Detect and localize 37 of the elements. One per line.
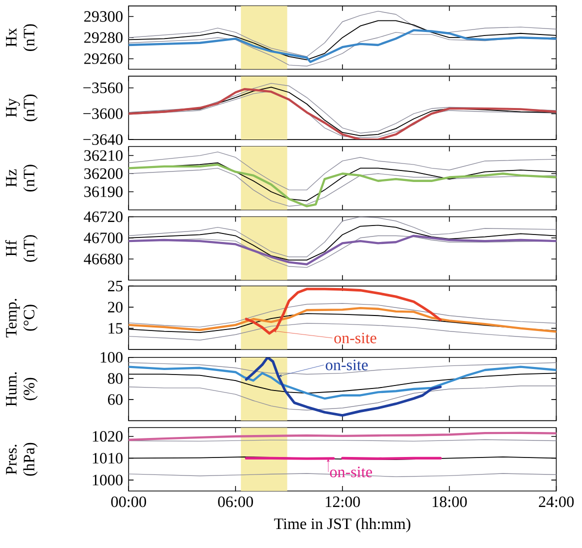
y-axis-title: Temp. (°C) <box>6 298 38 338</box>
y-tick-label: 29260 <box>84 53 123 64</box>
y-tick-label: 46700 <box>84 232 123 244</box>
x-tick-label: 00:00 <box>111 496 146 508</box>
y-tick-label: 100 <box>100 352 123 362</box>
x-tick-label: 06:00 <box>218 496 253 508</box>
y-tick-label: 1010 <box>92 452 123 464</box>
y-tick-label: 36190 <box>84 186 123 197</box>
x-axis-title: Time in JST (hh:mm) <box>274 518 410 532</box>
y-axis-title: Pres. (hPa) <box>6 442 38 476</box>
x-tick-label: 12:00 <box>326 496 360 508</box>
y-axis-title: Hf (nT) <box>5 234 38 262</box>
y-axis-title: Hy (nT) <box>6 94 38 122</box>
annotation: on-site <box>326 359 368 370</box>
y-tick-label: 36210 <box>84 150 123 161</box>
y-tick-label: 36200 <box>84 168 123 179</box>
annotation: on-site <box>330 466 372 478</box>
y-tick-label: 1020 <box>92 430 123 442</box>
x-tick-label: 24:00 <box>538 496 574 508</box>
y-tick-label: 46680 <box>84 253 123 264</box>
y-tick-label: 1000 <box>92 474 123 486</box>
y-tick-label: −3640 <box>83 134 123 145</box>
y-tick-label: 29280 <box>84 32 123 43</box>
y-tick-label: 15 <box>108 322 123 334</box>
y-axis-title: Hz (nT) <box>6 164 38 192</box>
y-axis-title: Hum. (%) <box>6 372 38 406</box>
y-tick-label: 20 <box>108 302 123 312</box>
y-tick-label: 46720 <box>84 211 123 222</box>
y-tick-label: 60 <box>108 394 123 405</box>
y-tick-label: 25 <box>108 280 123 292</box>
y-tick-label: 80 <box>108 372 123 384</box>
y-tick-label: −3600 <box>83 108 123 119</box>
annotation: on-site <box>334 332 376 344</box>
y-axis-title: Hx (nT) <box>6 24 38 51</box>
x-tick-label: 18:00 <box>432 496 467 508</box>
y-tick-label: −3560 <box>83 82 123 93</box>
y-tick-label: 29300 <box>84 10 123 22</box>
